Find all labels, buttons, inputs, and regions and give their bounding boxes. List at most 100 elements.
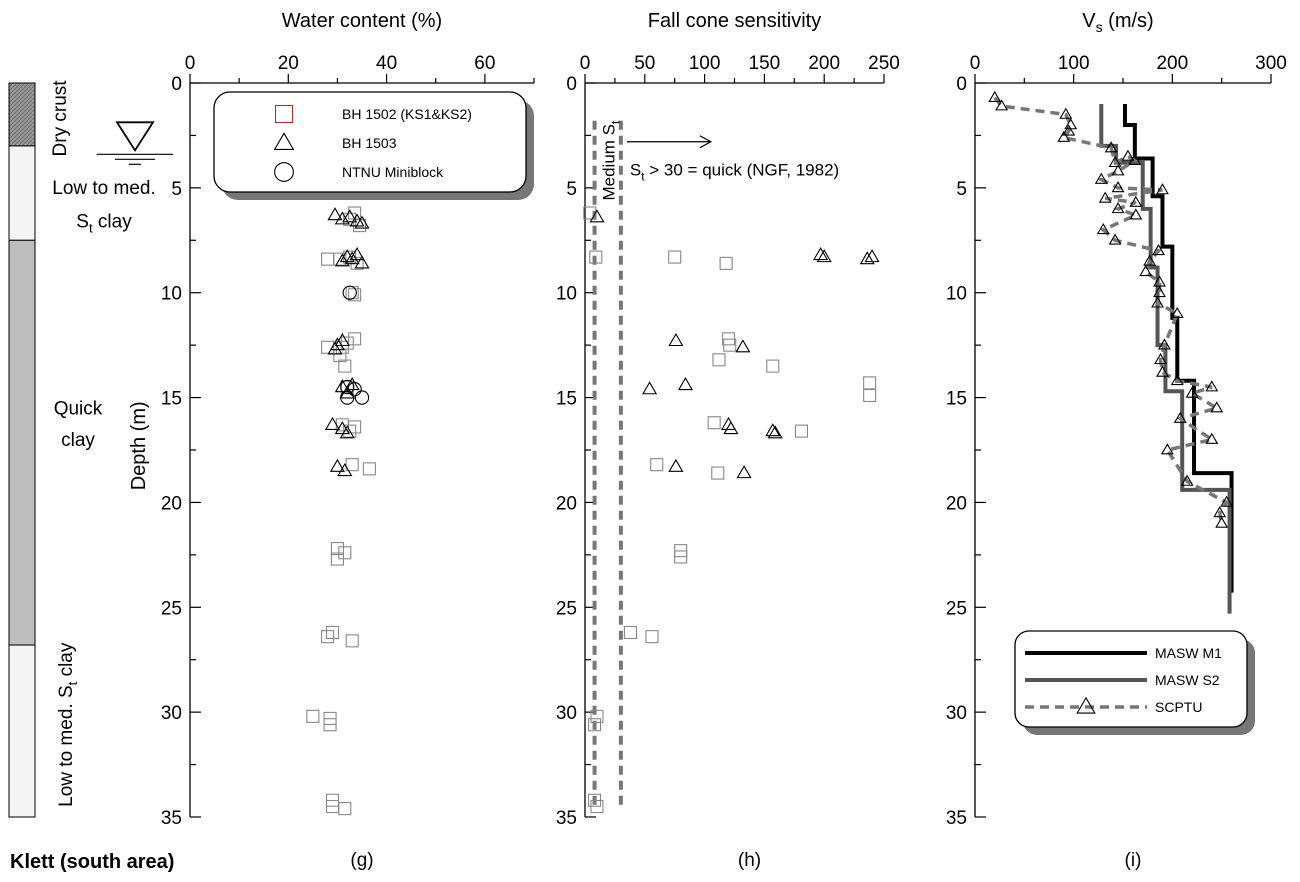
data-point (1205, 380, 1219, 392)
series-triangle (324, 207, 370, 477)
y-tick-label: 20 (946, 493, 967, 514)
panel-caption: (g) (350, 850, 373, 871)
data-point (712, 353, 726, 367)
data-point (590, 799, 604, 814)
y-tick-label: 35 (946, 808, 967, 829)
data-point (1108, 233, 1122, 245)
panel-caption: (i) (1125, 850, 1142, 871)
data-point (349, 247, 365, 261)
data-point (723, 421, 739, 435)
data-point (342, 209, 358, 223)
layer-label-lower-clay-part: t (65, 681, 80, 685)
y-tick-label: 20 (556, 493, 577, 514)
data-point (767, 425, 783, 439)
legend: MASW M1 MASW S2 SCPTU (1014, 630, 1255, 735)
data-point (650, 458, 664, 472)
data-point (339, 425, 355, 439)
data-point (1108, 155, 1122, 168)
data-point (1153, 285, 1166, 298)
data-point (1170, 373, 1184, 386)
y-tick-label: 10 (161, 284, 182, 305)
x-tick-label: 200 (1156, 53, 1188, 74)
data-point (1096, 223, 1110, 235)
y-tick-label: 35 (556, 808, 577, 829)
y-tick-label: 15 (161, 389, 182, 410)
data-point (623, 625, 637, 640)
x-tick-label: 0 (185, 53, 196, 74)
quick-clay-criterion: St​ > 30 = quick (NGF, 1982) (630, 160, 839, 183)
data-point (719, 256, 733, 270)
y-tick-label: 10 (556, 284, 577, 305)
y-tick-label: 0 (566, 74, 577, 95)
data-point (325, 625, 340, 640)
data-point (340, 379, 355, 395)
data-point (334, 421, 350, 435)
legend-entry-label: BH 1503 (342, 135, 397, 151)
data-point (354, 215, 370, 229)
data-point (1128, 153, 1142, 165)
data-point (1062, 124, 1076, 136)
legend: BH 1502 (KS1&KS2) BH 1503 NTNU Miniblock (213, 91, 534, 200)
data-point (1213, 506, 1227, 518)
data-point (347, 382, 362, 397)
data-point (343, 424, 357, 438)
data-point (588, 718, 602, 732)
legend-entry-label: MASW M1 (1155, 645, 1222, 661)
data-point (735, 339, 751, 353)
panel-title: Fall cone sensitivity (648, 10, 821, 32)
data-point (306, 709, 320, 723)
panel-title: Vs​ (m/s) (1082, 10, 1153, 35)
x-tick-label: 200 (808, 53, 840, 74)
data-point (343, 212, 357, 226)
data-point (988, 90, 1002, 103)
layer-label-lower-clay: Low to med. St​ clay (56, 642, 80, 807)
y-axis-label: Depth (m) (128, 401, 150, 490)
soil-layer-0 (8, 82, 36, 147)
data-point (766, 359, 780, 373)
x-tick-label: 100 (1058, 53, 1090, 74)
x-tick-label: 300 (1255, 53, 1287, 74)
legend-marker (1076, 696, 1096, 714)
medium-st-label-part: Medium S (600, 124, 619, 201)
data-point (794, 424, 809, 438)
quick-clay-criterion-part: > 30 = quick (NGF, 1982) (645, 160, 840, 179)
panel-title-part: s (1096, 19, 1103, 35)
x-tick-label: 250 (868, 53, 900, 74)
y-tick-label: 5 (956, 179, 967, 200)
y-tick-label: 25 (556, 598, 577, 619)
data-point (1129, 208, 1143, 220)
y-tick-label: 0 (171, 74, 182, 95)
x-tick-label: 60 (474, 53, 495, 74)
data-point (337, 463, 353, 477)
layer-label-quick-line2-part: clay (61, 430, 95, 451)
y-tick-label: 15 (946, 389, 967, 410)
data-point (345, 458, 359, 472)
panel-water-content: 0 20 40 60 0 5 10 15 20 25 30 35 Water content (%) (g… (128, 10, 535, 871)
series-circle (340, 285, 370, 405)
y-tick-label: 35 (161, 808, 182, 829)
layer-label-lower-clay-part: clay (56, 642, 77, 682)
legend-marker (274, 162, 294, 182)
panel-title-part: Fall cone sensitivity (648, 10, 821, 32)
panel-title-part: Water content (%) (282, 10, 442, 32)
x-tick-label: 20 (278, 53, 299, 74)
data-point (327, 207, 343, 221)
data-point (711, 466, 725, 480)
data-point (344, 377, 360, 391)
y-tick-label: 0 (956, 74, 967, 95)
y-tick-label: 5 (171, 179, 182, 200)
series-line (993, 96, 1230, 524)
data-point (1180, 474, 1194, 486)
data-point (863, 376, 877, 390)
data-point (340, 336, 354, 350)
water-table-triangle (115, 121, 155, 152)
data-point (340, 380, 354, 394)
data-point (736, 465, 752, 479)
y-tick-label: 25 (161, 598, 182, 619)
data-point (590, 709, 604, 723)
quick-arrow-head (699, 135, 713, 149)
x-tick-label: 0 (970, 53, 981, 74)
soil-layer-1 (8, 145, 36, 241)
